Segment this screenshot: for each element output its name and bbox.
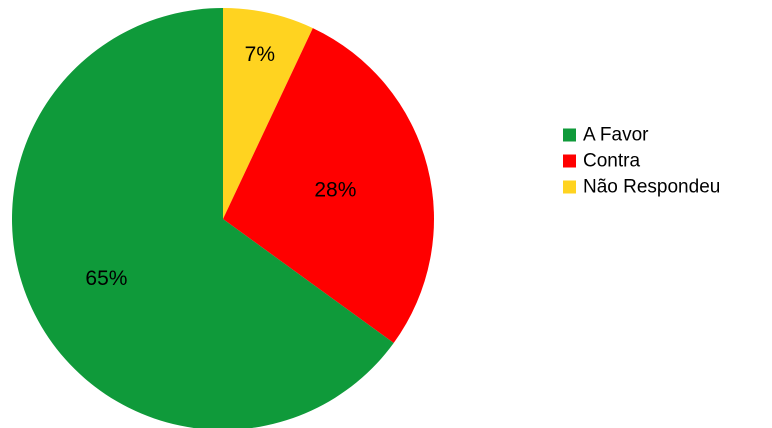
legend-label-n-o-respondeu: Não Respondeu: [583, 177, 720, 198]
pie-slice-labels: 7% 28% 65%: [85, 43, 356, 290]
pie-slices: [12, 8, 434, 428]
pie-slice-contra: [223, 28, 434, 344]
legend-label-contra: Contra: [583, 151, 640, 172]
legend: A Favor Contra Não Respondeu: [563, 125, 720, 198]
pie-slice-a-favor: [12, 8, 394, 428]
legend-swatch-contra: [563, 154, 576, 168]
legend-swatch-a-favor: [563, 128, 576, 142]
slice-label-a-favor: 65%: [85, 267, 127, 290]
slice-label-n-o-respondeu: 7%: [245, 43, 275, 66]
legend-swatch-n-o-respondeu: [563, 180, 576, 194]
slice-label-contra: 28%: [314, 179, 356, 202]
legend-label-a-favor: A Favor: [583, 125, 649, 146]
pie-slice-n-o-respondeu: [223, 8, 313, 219]
